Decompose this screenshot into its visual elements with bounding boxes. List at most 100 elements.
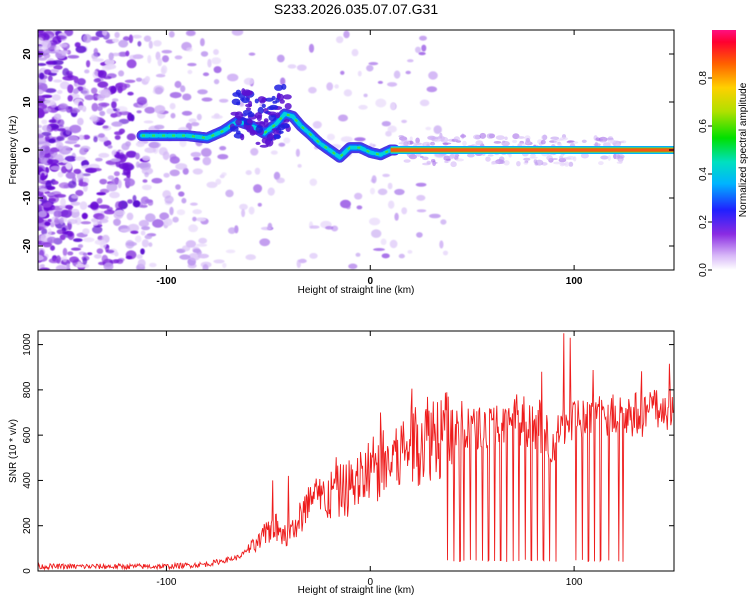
spectrogram-noise-blob bbox=[105, 249, 115, 254]
spectrogram-burst-blob bbox=[247, 112, 255, 118]
spectrogram-noise-blob bbox=[77, 244, 84, 249]
spectrogram-noise-blob bbox=[145, 213, 156, 223]
spectrogram-noise-blob bbox=[498, 156, 505, 162]
spectrogram-noise-blob bbox=[276, 177, 285, 184]
spectrogram-noise-blob bbox=[187, 69, 193, 75]
spectrogram-noise-blob bbox=[92, 225, 103, 234]
spectrogram-noise-blob bbox=[38, 89, 44, 95]
spectrogram-noise-blob bbox=[504, 136, 508, 141]
spectrogram-noise-blob bbox=[178, 191, 185, 197]
spectrogram-noise-blob bbox=[560, 154, 565, 157]
spectrogram-burst-blob bbox=[278, 130, 284, 134]
spectrogram-noise-blob bbox=[57, 171, 64, 178]
spectrogram-ytick-label: -10 bbox=[22, 190, 33, 205]
spectrogram-noise-blob bbox=[59, 216, 64, 225]
spectrogram-noise-blob bbox=[67, 84, 74, 94]
spectrogram-noise-blob bbox=[119, 152, 125, 160]
spectrogram-noise-blob bbox=[102, 125, 109, 129]
spectrogram-noise-blob bbox=[136, 110, 142, 114]
spectrogram-noise-blob bbox=[192, 209, 202, 215]
spectrogram-noise-blob bbox=[51, 94, 61, 101]
spectrogram-noise-blob bbox=[109, 191, 120, 199]
spectrogram-noise-blob bbox=[151, 177, 163, 184]
spectrogram-xtick-label: -100 bbox=[156, 276, 176, 287]
spectrogram-noise-blob bbox=[137, 41, 142, 47]
spectrogram-noise-blob bbox=[62, 255, 68, 263]
snr-ytick-label: 0 bbox=[22, 568, 33, 574]
spectrogram-noise-blob bbox=[450, 161, 457, 168]
spectrogram-noise-blob bbox=[231, 30, 244, 36]
spectrogram-noise-blob bbox=[298, 258, 307, 264]
spectrogram-noise-blob bbox=[67, 218, 78, 225]
spectrogram-noise-blob bbox=[431, 142, 436, 146]
spectrogram-noise-blob bbox=[82, 34, 92, 43]
spectrogram-noise-blob bbox=[615, 143, 621, 147]
spectrogram-noise-blob bbox=[92, 58, 104, 62]
spectrogram-noise-blob bbox=[90, 114, 98, 122]
spectrogram-noise-blob bbox=[78, 134, 85, 140]
spectrogram-noise-blob bbox=[98, 261, 106, 266]
spectrogram-noise-blob bbox=[159, 212, 170, 221]
spectrogram-noise-blob bbox=[113, 211, 124, 219]
spectrogram-noise-blob bbox=[355, 252, 361, 257]
spectrogram-noise-blob bbox=[52, 59, 64, 66]
spectrogram-noise-blob bbox=[197, 89, 208, 95]
spectrogram-noise-blob bbox=[418, 51, 426, 56]
spectrogram-burst-blob bbox=[255, 125, 263, 134]
spectrogram-noise-blob bbox=[200, 38, 205, 47]
spectrogram-noise-blob bbox=[621, 140, 627, 144]
spectrogram-noise-blob bbox=[53, 113, 62, 121]
spectrogram-noise-blob bbox=[517, 136, 525, 139]
spectrogram-noise-blob bbox=[113, 218, 121, 226]
spectrogram-burst-blob bbox=[240, 133, 245, 141]
spectrogram-noise-blob bbox=[421, 44, 427, 52]
spectrogram-burst-blob bbox=[265, 137, 271, 146]
spectrogram-noise-blob bbox=[192, 216, 197, 222]
spectrogram-noise-blob bbox=[100, 88, 111, 98]
spectrogram-noise-blob bbox=[128, 34, 134, 44]
spectrogram-noise-blob bbox=[77, 117, 84, 126]
spectrogram-noise-blob bbox=[487, 154, 494, 157]
spectrogram-noise-blob bbox=[340, 70, 345, 75]
spectrogram-noise-blob bbox=[580, 152, 589, 159]
spectrogram-burst-blob bbox=[229, 126, 239, 132]
spectrogram-noise-blob bbox=[59, 81, 70, 90]
spectrogram-noise-blob bbox=[122, 167, 131, 176]
spectrogram-noise-blob bbox=[96, 248, 104, 254]
snr-ytick-label: 600 bbox=[22, 426, 33, 443]
spectrogram-noise-blob bbox=[93, 221, 99, 227]
spectrogram-noise-blob bbox=[559, 155, 564, 160]
spectrogram-noise-blob bbox=[407, 250, 413, 254]
spectrogram-noise-blob bbox=[43, 99, 56, 106]
spectrogram-noise-blob bbox=[125, 150, 137, 158]
spectrogram-noise-blob bbox=[74, 156, 86, 161]
spectrogram-noise-blob bbox=[260, 226, 272, 231]
spectrogram-burst-blob bbox=[274, 84, 284, 91]
spectrogram-noise-blob bbox=[560, 162, 567, 166]
spectrogram-noise-blob bbox=[211, 57, 222, 65]
spectrogram-noise-blob bbox=[598, 136, 608, 143]
spectrogram-noise-blob bbox=[175, 163, 188, 170]
spectrogram-noise-blob bbox=[325, 226, 334, 230]
spectrogram-noise-blob bbox=[534, 162, 539, 166]
spectrogram-noise-blob bbox=[248, 52, 256, 56]
spectrogram-noise-blob bbox=[190, 122, 200, 127]
spectrogram-burst-blob bbox=[267, 111, 277, 116]
spectrogram-noise-blob bbox=[82, 134, 91, 140]
spectrogram-noise-blob bbox=[164, 218, 173, 227]
spectrogram-noise-blob bbox=[56, 141, 64, 150]
spectrogram-noise-blob bbox=[44, 221, 51, 227]
spectrogram-noise-blob bbox=[90, 201, 99, 210]
spectrogram-noise-blob bbox=[181, 110, 193, 116]
spectrogram-burst-blob bbox=[255, 141, 261, 145]
spectrogram-noise-blob bbox=[38, 57, 47, 61]
spectrogram-noise-blob bbox=[137, 259, 146, 268]
spectrogram-noise-blob bbox=[370, 187, 375, 195]
spectrogram-noise-blob bbox=[287, 64, 297, 69]
spectrogram-noise-blob bbox=[82, 257, 88, 265]
spectrogram-noise-blob bbox=[123, 177, 131, 182]
spectrogram-noise-blob bbox=[51, 124, 59, 129]
